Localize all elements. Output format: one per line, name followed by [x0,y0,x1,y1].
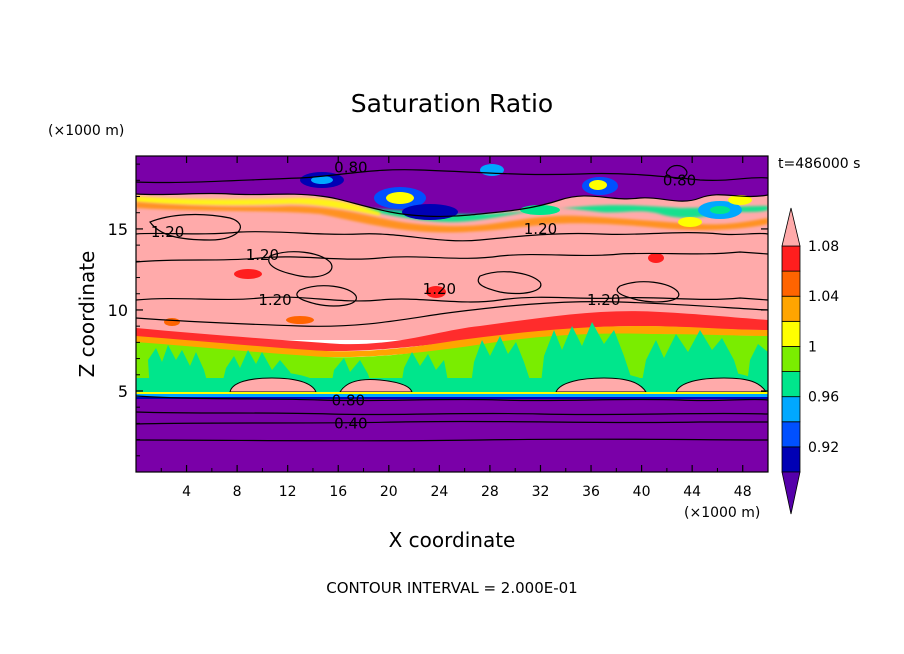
field-lower-purple [136,396,768,472]
pink-red-4 [286,316,314,324]
contour-label: 1.20 [258,291,291,309]
field-top-cyan [360,205,768,222]
y-tick-label: 10 [108,301,128,320]
colorbar-bin [781,446,801,473]
plot-frame [135,155,769,473]
contour-labels: 0.80 0.80 1.20 1.20 1.20 1.20 1.20 1.20 0.80 0.40 [151,158,696,432]
colorbar-high-triangle [781,207,801,247]
top-blob-11 [728,195,752,205]
lower-lenses [210,372,768,396]
time-label: t=486000 s [778,156,860,172]
colorbar-label: 0.92 [808,440,839,456]
contour-label: 1.20 [151,223,184,241]
colorbar-label: 1.04 [808,289,839,305]
colorbar-low-triangle [781,471,801,515]
top-blob-6 [480,164,504,176]
mid-red-band [136,311,768,352]
colorbar-bin [781,295,801,322]
contour-interval-label: CONTOUR INTERVAL = 2.000E-01 [326,579,577,597]
pink-red-5 [164,318,180,326]
colorbar-bin [781,371,801,398]
x-tick-label: 12 [279,484,297,500]
contour-label: 1.20 [423,280,456,298]
plot-area: 0.80 0.80 1.20 1.20 1.20 1.20 1.20 1.20 0.80 0.40 [136,156,768,472]
x-tick-label: 28 [481,484,499,500]
contour-label: 1.20 [246,246,279,264]
top-blob-13 [520,205,560,215]
colorbar-label: 0.96 [808,390,839,406]
colorbar-label: 1.08 [808,239,839,255]
contour-label: 0.80 [334,158,367,176]
top-blob-4 [386,192,414,204]
y-unit-label: (×1000 m) [48,123,124,139]
contour-label: 1.20 [524,220,557,238]
x-tick-label: 40 [633,484,651,500]
colorbar-bin [781,421,801,448]
y-tick-label: 15 [108,220,128,239]
field-top-orange [136,202,768,233]
contour-label: 1.20 [587,291,620,309]
top-blob-2 [311,176,333,184]
field-top-yellow [136,196,380,216]
low-yellow [136,392,768,394]
x-tick-label: 4 [182,484,191,500]
top-blob-12 [678,217,702,227]
x-tick-label: 48 [734,484,752,500]
colorbar: 0.92 0.96 1 1.04 1.08 [781,207,839,515]
top-blob-8 [589,180,607,190]
contour-label: 0.40 [334,414,367,432]
colorbar-bin [781,346,801,372]
y-axis-title: Z coordinate [75,251,99,378]
x-tick-label: 36 [582,484,600,500]
colorbar-bin [781,270,801,297]
colorbar-label: 1 [808,339,817,355]
chart-title: Saturation Ratio [351,89,553,118]
low-blue [136,397,768,399]
pink-red-1 [234,269,262,279]
x-tick-label: 32 [532,484,550,500]
x-axis: 4 8 12 16 20 24 28 32 36 40 44 48 [160,156,752,500]
contour-lines [136,164,768,442]
colorbar-bin [781,245,801,272]
top-blob-10 [710,206,730,214]
x-tick-label: 16 [329,484,347,500]
top-blob-5 [402,204,458,220]
y-axis: 5 10 15 [108,163,768,457]
field-top-edge [136,156,768,217]
low-cyan [136,394,768,397]
x-tick-label: 24 [430,484,448,500]
colorbar-bin [781,320,801,347]
y-tick-label: 5 [118,382,128,401]
pink-red-2 [426,286,446,298]
x-tick-label: 44 [683,484,701,500]
x-unit-label: (×1000 m) [684,505,760,521]
x-axis-title: X coordinate [389,528,516,552]
x-tick-label: 20 [380,484,398,500]
contour-label: 0.80 [663,171,696,189]
pink-red-3 [648,253,664,263]
x-tick-label: 8 [233,484,242,500]
contour-label: 0.80 [332,392,365,410]
colorbar-bin [781,396,801,423]
